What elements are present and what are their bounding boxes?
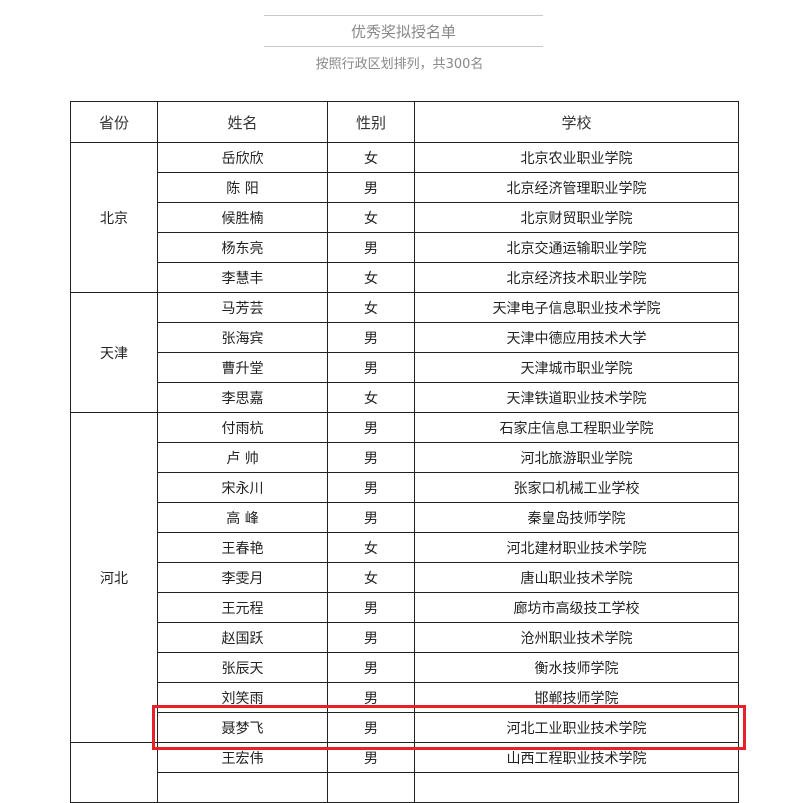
table-row: 天津 马芳芸女天津电子信息职业技术学院 [70,292,739,413]
table-row: 卢 帅男河北旅游职业学院 [71,442,739,473]
school-cell: 北京农业职业学院 [414,142,739,173]
gender-cell: 女 [327,262,415,293]
school-cell: 北京交通运输职业学院 [414,232,739,263]
highlight-box [152,705,746,750]
gender-cell: 男 [327,622,415,653]
name-cell: 候胜楠 [157,202,328,233]
school-cell: 沧州职业技术学院 [414,622,739,653]
table-row: 河北 付雨杭男石家庄信息工程职业学院 [70,412,739,743]
gender-cell: 男 [327,442,415,473]
school-cell: 秦皇岛技师学院 [414,502,739,533]
name-cell: 聂梦飞 [157,712,328,743]
school-cell: 河北工业职业技术学院 [414,712,739,743]
table-row: 陈 阳男北京经济管理职业学院 [71,172,739,203]
col-gender: 性别 [327,101,415,143]
name-cell: 卢 帅 [157,442,328,473]
table-row [71,772,739,803]
table-row: 张海宾男天津中德应用技术大学 [71,322,739,353]
col-province: 省份 [70,101,158,143]
province-cell: 河北 [70,412,158,743]
table-row: 聂梦飞男河北工业职业技术学院 [71,712,739,743]
school-cell: 唐山职业技术学院 [414,562,739,593]
page-title: 优秀奖拟授名单 [350,23,456,41]
gender-cell [327,772,415,803]
name-cell: 杨东亮 [157,232,328,263]
school-cell: 北京经济管理职业学院 [414,172,739,203]
school-cell: 北京经济技术职业学院 [414,262,739,293]
school-cell: 河北建材职业技术学院 [414,532,739,563]
table-row: 李雯月女唐山职业技术学院 [71,562,739,593]
table-row: 杨东亮男北京交通运输职业学院 [71,232,739,263]
gender-cell: 男 [327,502,415,533]
gender-cell: 女 [327,562,415,593]
school-cell: 天津城市职业学院 [414,352,739,383]
table-row: 高 峰男秦皇岛技师学院 [71,502,739,533]
gender-cell: 女 [327,382,415,413]
table-row: 王元程男廊坊市高级技工学校 [71,592,739,623]
name-cell: 张辰天 [157,652,328,683]
school-cell: 河北旅游职业学院 [414,442,739,473]
name-cell: 李思嘉 [157,382,328,413]
name-cell: 陈 阳 [157,172,328,203]
table-row: 北京 岳欣欣女北京农业职业学院 [70,142,739,293]
name-cell: 王春艳 [157,532,328,563]
school-cell: 廊坊市高级技工学校 [414,592,739,623]
title-top-rule [264,15,543,16]
gender-cell: 女 [327,292,415,323]
title-bottom-rule [264,46,543,47]
gender-cell: 男 [327,592,415,623]
name-cell: 曹升堂 [157,352,328,383]
gender-cell: 男 [327,472,415,503]
name-cell: 李慧丰 [157,262,328,293]
table-row: 赵国跃男沧州职业技术学院 [71,622,739,653]
name-cell: 高 峰 [157,502,328,533]
gender-cell: 女 [327,142,415,173]
name-cell: 岳欣欣 [157,142,328,173]
gender-cell: 女 [327,202,415,233]
page-subtitle: 按照行政区划排列，共300名 [315,57,484,72]
table-row: 张辰天男衡水技师学院 [71,652,739,683]
name-cell: 马芳芸 [157,292,328,323]
school-cell: 北京财贸职业学院 [414,202,739,233]
school-cell: 天津铁道职业技术学院 [414,382,739,413]
school-cell: 石家庄信息工程职业学院 [414,412,739,443]
gender-cell: 男 [327,412,415,443]
table-row: 李思嘉女天津铁道职业技术学院 [71,382,739,413]
col-name: 姓名 [157,101,328,143]
school-cell [414,772,739,803]
name-cell [157,772,328,803]
school-cell: 衡水技师学院 [414,652,739,683]
table-row: 王春艳女河北建材职业技术学院 [71,532,739,563]
name-cell: 张海宾 [157,322,328,353]
table-row: 候胜楠女北京财贸职业学院 [71,202,739,233]
table-row: 宋永川男张家口机械工业学校 [71,472,739,503]
name-cell: 宋永川 [157,472,328,503]
province-cell [70,742,158,803]
col-school: 学校 [414,101,739,143]
gender-cell: 女 [327,532,415,563]
name-cell: 李雯月 [157,562,328,593]
table-row: 曹升堂男天津城市职业学院 [71,352,739,383]
school-cell: 张家口机械工业学校 [414,472,739,503]
gender-cell: 男 [327,652,415,683]
gender-cell: 男 [327,352,415,383]
table-header-row: 省份 姓名 性别 学校 [70,101,739,143]
school-cell: 天津中德应用技术大学 [414,322,739,353]
gender-cell: 男 [327,322,415,353]
gender-cell: 男 [327,172,415,203]
name-cell: 赵国跃 [157,622,328,653]
province-cell: 天津 [70,292,158,413]
awardee-table: 省份 姓名 性别 学校 北京 岳欣欣女北京农业职业学院陈 阳男北京经济管理职业学院… [70,101,739,803]
name-cell: 王元程 [157,592,328,623]
table-row: 李慧丰女北京经济技术职业学院 [71,262,739,293]
gender-cell: 男 [327,232,415,263]
name-cell: 付雨杭 [157,412,328,443]
province-cell: 北京 [70,142,158,293]
school-cell: 天津电子信息职业技术学院 [414,292,739,323]
